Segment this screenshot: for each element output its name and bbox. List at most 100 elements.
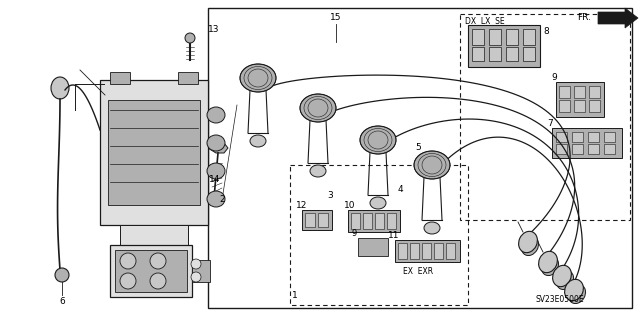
Polygon shape bbox=[598, 8, 638, 28]
Bar bbox=[559, 86, 570, 98]
Ellipse shape bbox=[300, 94, 336, 122]
Circle shape bbox=[150, 273, 166, 289]
Circle shape bbox=[191, 259, 201, 269]
Bar bbox=[351, 213, 360, 229]
Bar bbox=[318, 213, 328, 227]
Bar bbox=[523, 47, 535, 61]
Ellipse shape bbox=[207, 163, 225, 179]
Bar bbox=[588, 132, 599, 142]
Bar bbox=[108, 100, 200, 205]
Ellipse shape bbox=[552, 265, 572, 287]
Text: 5: 5 bbox=[415, 144, 421, 152]
Text: 7: 7 bbox=[547, 120, 553, 129]
Text: 9: 9 bbox=[351, 229, 356, 239]
Bar bbox=[589, 86, 600, 98]
Bar bbox=[363, 213, 372, 229]
Bar bbox=[110, 72, 130, 84]
Text: SV23E0500E: SV23E0500E bbox=[536, 295, 584, 305]
Ellipse shape bbox=[568, 285, 586, 304]
Ellipse shape bbox=[370, 197, 386, 209]
Bar bbox=[460, 14, 630, 220]
Ellipse shape bbox=[207, 135, 225, 151]
Text: 9: 9 bbox=[551, 73, 557, 83]
Bar bbox=[574, 86, 585, 98]
Ellipse shape bbox=[240, 64, 276, 92]
Circle shape bbox=[185, 33, 195, 43]
Bar bbox=[120, 225, 188, 247]
Bar bbox=[559, 100, 570, 112]
Bar bbox=[305, 213, 315, 227]
Bar bbox=[604, 132, 615, 142]
Bar bbox=[556, 144, 567, 154]
Bar bbox=[572, 132, 583, 142]
Ellipse shape bbox=[518, 231, 538, 253]
Bar bbox=[410, 243, 419, 259]
Bar bbox=[472, 29, 484, 45]
Ellipse shape bbox=[250, 135, 266, 147]
Bar bbox=[556, 82, 604, 117]
Bar bbox=[302, 210, 332, 230]
Bar bbox=[100, 80, 208, 225]
Ellipse shape bbox=[310, 165, 326, 177]
Ellipse shape bbox=[564, 279, 584, 301]
Bar bbox=[572, 144, 583, 154]
Bar bbox=[358, 238, 388, 256]
Ellipse shape bbox=[541, 256, 559, 276]
Ellipse shape bbox=[51, 77, 69, 99]
Text: 2: 2 bbox=[219, 196, 225, 204]
Text: FR.: FR. bbox=[577, 13, 591, 23]
Ellipse shape bbox=[414, 151, 450, 179]
Bar bbox=[489, 29, 501, 45]
Circle shape bbox=[120, 253, 136, 269]
Bar bbox=[387, 213, 396, 229]
Text: 3: 3 bbox=[327, 190, 333, 199]
Ellipse shape bbox=[360, 126, 396, 154]
Text: 4: 4 bbox=[397, 186, 403, 195]
Text: 8: 8 bbox=[543, 27, 549, 36]
Text: 12: 12 bbox=[296, 202, 308, 211]
Bar bbox=[589, 100, 600, 112]
Bar bbox=[604, 144, 615, 154]
Bar bbox=[552, 128, 622, 158]
Text: 6: 6 bbox=[59, 298, 65, 307]
Bar bbox=[178, 72, 198, 84]
Bar bbox=[523, 29, 535, 45]
Circle shape bbox=[150, 253, 166, 269]
Circle shape bbox=[120, 273, 136, 289]
Bar bbox=[115, 250, 187, 292]
Ellipse shape bbox=[424, 222, 440, 234]
Bar bbox=[290, 165, 468, 305]
Bar bbox=[472, 47, 484, 61]
Bar bbox=[422, 243, 431, 259]
Bar bbox=[506, 29, 518, 45]
Bar bbox=[588, 144, 599, 154]
Circle shape bbox=[191, 272, 201, 282]
Polygon shape bbox=[208, 143, 228, 153]
Bar bbox=[348, 210, 400, 232]
Bar bbox=[556, 132, 567, 142]
Ellipse shape bbox=[539, 251, 557, 273]
Ellipse shape bbox=[207, 107, 225, 123]
Text: DX  LX  SE: DX LX SE bbox=[465, 18, 504, 26]
Bar bbox=[434, 243, 443, 259]
Bar bbox=[192, 260, 210, 282]
Bar bbox=[395, 240, 460, 262]
Bar bbox=[506, 47, 518, 61]
Text: 1: 1 bbox=[292, 291, 298, 300]
Ellipse shape bbox=[207, 191, 225, 207]
Text: 13: 13 bbox=[208, 26, 220, 34]
Text: EX  EXR: EX EXR bbox=[403, 268, 433, 277]
Bar bbox=[468, 25, 540, 67]
Bar bbox=[574, 100, 585, 112]
Bar bbox=[398, 243, 407, 259]
Bar bbox=[208, 8, 632, 308]
Ellipse shape bbox=[55, 268, 69, 282]
Text: 10: 10 bbox=[344, 202, 356, 211]
Ellipse shape bbox=[556, 271, 573, 290]
Bar bbox=[375, 213, 384, 229]
Text: 14: 14 bbox=[209, 175, 221, 184]
Text: 11: 11 bbox=[388, 232, 400, 241]
Ellipse shape bbox=[522, 236, 538, 256]
Text: 15: 15 bbox=[330, 13, 342, 23]
Bar bbox=[489, 47, 501, 61]
